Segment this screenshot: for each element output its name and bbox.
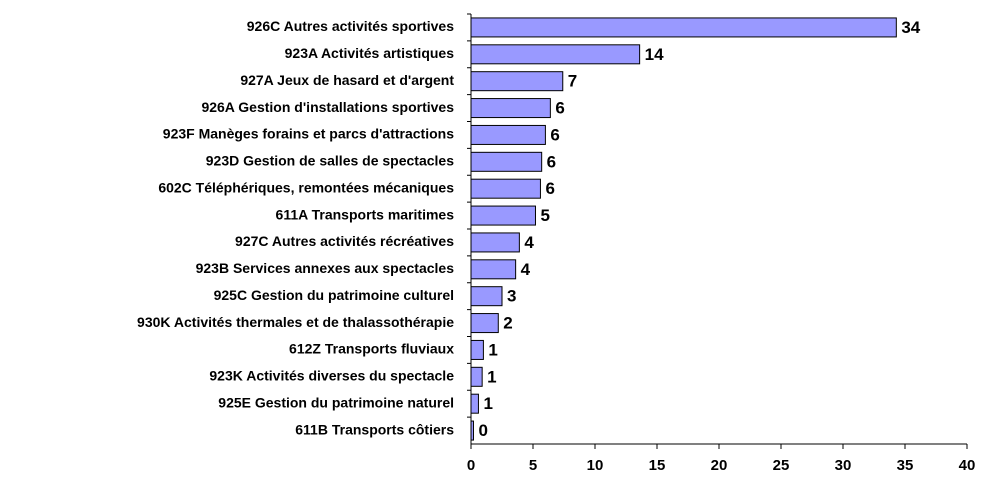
bar (470, 205, 536, 226)
category-label: 602C Téléphériques, remontées mécaniques (158, 179, 454, 195)
x-tick-label: 0 (467, 457, 475, 474)
bar (470, 366, 483, 387)
bar (470, 393, 479, 414)
x-tick-label: 20 (711, 457, 728, 474)
value-label: 6 (555, 99, 564, 118)
value-label: 14 (645, 45, 664, 64)
bar (470, 232, 520, 253)
value-label: 1 (483, 394, 492, 413)
value-label: 6 (550, 125, 559, 144)
x-tick-label: 5 (529, 457, 537, 474)
bar (470, 17, 897, 38)
bar (470, 71, 564, 92)
value-label: 7 (568, 72, 577, 91)
value-label: 1 (487, 367, 496, 386)
bar (470, 124, 546, 145)
value-label: 3 (507, 287, 516, 306)
value-label: 1 (488, 340, 497, 359)
category-label: 925E Gestion du patrimoine naturel (218, 394, 454, 410)
value-label: 0 (478, 421, 487, 440)
bar (470, 98, 551, 119)
x-tick-label: 10 (587, 457, 604, 474)
x-tick-label: 25 (773, 457, 790, 474)
x-tick-label: 15 (649, 457, 666, 474)
value-label: 6 (547, 152, 556, 171)
category-label: 926A Gestion d'installations sportives (201, 99, 454, 115)
value-label: 5 (540, 206, 549, 225)
x-tick-label: 40 (959, 457, 976, 474)
category-label: 923K Activités diverses du spectacle (209, 368, 454, 384)
category-label: 923A Activités artistiques (285, 45, 455, 61)
value-label: 34 (901, 18, 920, 37)
category-label: 611B Transports côtiers (295, 421, 454, 437)
bar (470, 286, 503, 307)
category-label: 923F Manèges forains et parcs d'attracti… (163, 126, 454, 142)
bar (470, 339, 484, 360)
category-label: 923D Gestion de salles de spectacles (206, 153, 454, 169)
bar (470, 259, 517, 280)
value-label: 4 (521, 260, 531, 279)
category-label: 611A Transports maritimes (276, 206, 455, 222)
category-label: 925C Gestion du patrimoine culturel (214, 287, 454, 303)
value-label: 2 (503, 314, 512, 333)
bar (470, 420, 474, 441)
bar (470, 178, 541, 199)
bar (470, 44, 641, 65)
category-label: 923B Services annexes aux spectacles (196, 260, 455, 276)
category-label: 930K Activités thermales et de thalassot… (137, 314, 454, 330)
x-tick-label: 35 (897, 457, 914, 474)
value-label: 6 (545, 179, 554, 198)
bar (470, 313, 499, 334)
category-label: 926C Autres activités sportives (247, 18, 454, 34)
category-label: 927A Jeux de hasard et d'argent (240, 72, 454, 88)
value-label: 4 (524, 233, 534, 252)
category-label: 612Z Transports fluviaux (289, 341, 454, 357)
category-label: 927C Autres activités récréatives (235, 233, 454, 249)
bar (470, 151, 543, 172)
x-tick-label: 30 (835, 457, 852, 474)
